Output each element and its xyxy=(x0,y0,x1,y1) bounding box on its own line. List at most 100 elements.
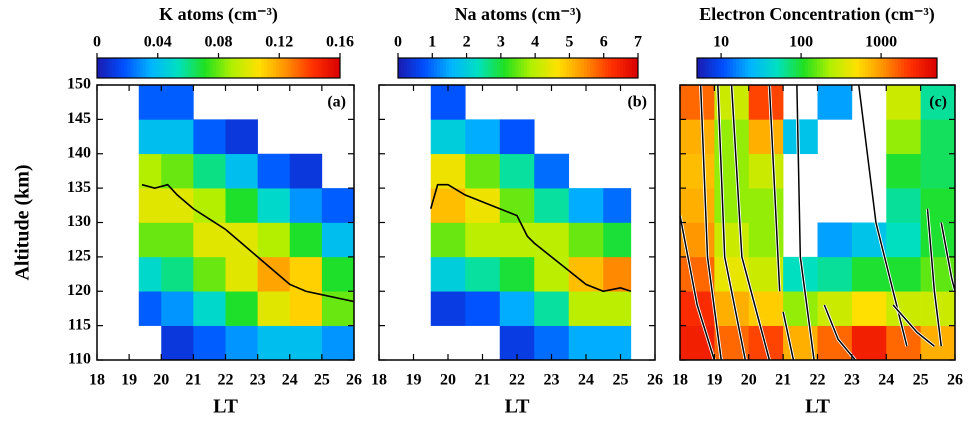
heat-cell xyxy=(568,188,604,223)
colorbar-tick-label: 2 xyxy=(463,34,471,51)
heat-cell xyxy=(289,325,323,361)
colorbar-swatch xyxy=(811,58,815,78)
heat-cell xyxy=(499,256,535,292)
colorbar-swatch xyxy=(276,58,280,78)
heat-cell xyxy=(225,256,258,292)
contour-line xyxy=(782,311,795,361)
heat-cell xyxy=(289,153,323,189)
x-tick-label: 21 xyxy=(185,372,201,389)
heat-cell xyxy=(161,256,194,292)
colorbar-swatch xyxy=(479,58,483,78)
heat-cell xyxy=(817,291,853,326)
y-tick-label: 120 xyxy=(67,282,91,299)
colorbar-swatch xyxy=(587,58,591,78)
colorbar-swatch xyxy=(172,58,177,78)
contour-line xyxy=(768,84,781,292)
contour-line xyxy=(699,84,722,361)
heat-cell xyxy=(499,119,535,155)
colorbar-swatch xyxy=(823,58,827,78)
colorbar-swatch xyxy=(700,58,704,78)
panel-label: (b) xyxy=(627,94,647,111)
heat-cell xyxy=(920,222,956,258)
peak-line xyxy=(141,183,355,303)
heat-cell xyxy=(257,256,291,292)
colorbar-swatch xyxy=(536,58,540,78)
colorbar-swatch xyxy=(787,58,791,78)
colorbar-swatch xyxy=(715,58,719,78)
panel-label: (c) xyxy=(929,94,947,111)
contour-line xyxy=(892,304,935,347)
colorbar-swatch xyxy=(248,58,253,78)
x-tick-label: 24 xyxy=(878,372,894,389)
colorbar-swatch xyxy=(832,58,836,78)
contour-line xyxy=(940,222,956,292)
colorbar-swatch xyxy=(539,58,543,78)
colorbar-swatch xyxy=(151,58,156,78)
colorbar-swatch xyxy=(557,58,561,78)
colorbar-swatch xyxy=(297,58,302,78)
colorbar-swatch xyxy=(467,58,471,78)
colorbar-swatch xyxy=(245,58,250,78)
colorbar-swatch xyxy=(826,58,830,78)
colorbar-swatch xyxy=(209,58,213,78)
colorbar-tick-label: 0 xyxy=(93,34,101,51)
colorbar-swatch xyxy=(458,58,462,78)
colorbar-swatch xyxy=(112,58,116,78)
y-tick-label: 135 xyxy=(67,179,91,196)
colorbar-swatch xyxy=(602,58,606,78)
heat-cell xyxy=(748,119,784,155)
colorbar-swatch xyxy=(697,58,701,78)
colorbar-swatch xyxy=(847,58,851,78)
heat-cell xyxy=(748,85,784,120)
colorbar-swatch xyxy=(829,58,833,78)
contour-line xyxy=(730,84,771,361)
colorbar-swatch xyxy=(850,58,854,78)
colorbar-swatch xyxy=(895,58,899,78)
x-tick-label: 18 xyxy=(89,372,105,389)
x-tick-label: 20 xyxy=(440,372,456,389)
heat-cell xyxy=(680,188,715,223)
colorbar-swatch xyxy=(928,58,932,78)
x-tick-label: 19 xyxy=(406,372,422,389)
colorbar-swatch xyxy=(736,58,740,78)
x-tick-label: 24 xyxy=(282,372,298,389)
colorbar-swatch xyxy=(913,58,917,78)
heat-cell xyxy=(193,325,226,361)
colorbar-swatch xyxy=(491,58,495,78)
colorbar-swatch xyxy=(512,58,516,78)
colorbar-swatch xyxy=(515,58,519,78)
heat-cell xyxy=(225,325,258,361)
colorbar-swatch xyxy=(413,58,417,78)
colorbar-swatch xyxy=(730,58,734,78)
colorbar-swatch xyxy=(554,58,558,78)
heat-cell xyxy=(321,222,355,258)
colorbar-swatch xyxy=(763,58,767,78)
heat-cell xyxy=(430,222,466,258)
colorbar-swatch xyxy=(766,58,770,78)
colorbar-swatch xyxy=(578,58,582,78)
colorbar-swatch xyxy=(279,58,283,78)
colorbar-swatch xyxy=(212,58,216,78)
colorbar-swatch xyxy=(581,58,585,78)
heat-cell xyxy=(289,256,323,292)
contour-line xyxy=(926,208,942,347)
heat-cell xyxy=(603,188,632,223)
colorbar-swatch xyxy=(154,58,159,78)
colorbar-swatch xyxy=(790,58,794,78)
x-tick-label: 23 xyxy=(250,372,266,389)
colorbar-swatch xyxy=(106,58,110,78)
colorbar-swatch xyxy=(200,58,204,78)
colorbar-swatch xyxy=(97,58,101,78)
colorbar-swatch xyxy=(148,58,153,78)
x-tick-label: 18 xyxy=(371,372,387,389)
colorbar-swatch xyxy=(584,58,588,78)
heat-cell xyxy=(321,325,355,361)
heat-cell xyxy=(465,291,501,326)
colorbar-swatch xyxy=(835,58,839,78)
heat-cell xyxy=(783,119,818,155)
heat-cell xyxy=(851,291,887,326)
x-tick-label: 18 xyxy=(672,372,688,389)
colorbar-swatch xyxy=(437,58,441,78)
x-tick-label: 23 xyxy=(544,372,560,389)
contour-line xyxy=(796,84,815,361)
